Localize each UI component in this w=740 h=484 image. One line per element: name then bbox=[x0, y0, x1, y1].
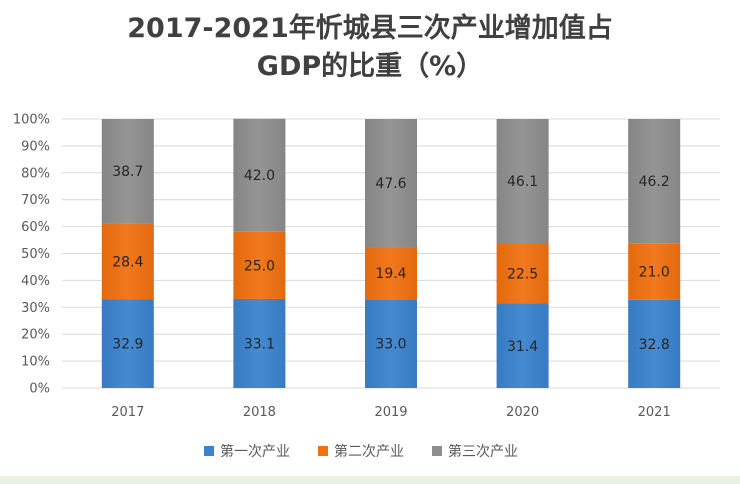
y-tick-label: 60% bbox=[21, 220, 50, 235]
x-tick-label: 2019 bbox=[374, 405, 407, 420]
bar-segment-shade bbox=[365, 247, 417, 300]
legend-label: 第二次产业 bbox=[334, 443, 404, 460]
bar-segment-shade bbox=[365, 299, 417, 388]
bar-segment-shade bbox=[496, 243, 549, 304]
y-tick-label: 70% bbox=[21, 193, 50, 208]
bottom-strip bbox=[0, 476, 740, 484]
data-label: 32.8 bbox=[639, 337, 670, 353]
data-label: 25.0 bbox=[244, 258, 275, 274]
y-tick-label: 100% bbox=[13, 113, 50, 128]
data-label: 22.5 bbox=[507, 266, 538, 282]
bar-segment-shade bbox=[496, 303, 549, 388]
chart-title: 2017-2021年忻城县三次产业增加值占 GDP的比重（%） bbox=[0, 10, 740, 86]
legend-label: 第三次产业 bbox=[448, 443, 518, 460]
y-tick-label: 40% bbox=[21, 274, 50, 289]
bar-segment-shade bbox=[233, 118, 286, 232]
data-label: 19.4 bbox=[375, 266, 406, 282]
bar-segment-shade bbox=[233, 231, 286, 299]
bar-segment-shade bbox=[628, 243, 681, 300]
legend-label: 第一次产业 bbox=[220, 443, 290, 460]
y-tick-label: 50% bbox=[21, 247, 50, 262]
y-tick-label: 10% bbox=[21, 355, 50, 370]
data-label: 33.0 bbox=[375, 337, 406, 353]
bar-segment-shade bbox=[233, 298, 286, 388]
y-tick-label: 30% bbox=[21, 301, 50, 316]
y-tick-label: 20% bbox=[21, 328, 50, 343]
data-label: 46.2 bbox=[639, 174, 670, 190]
data-label: 46.1 bbox=[507, 174, 538, 190]
data-label: 38.7 bbox=[112, 164, 143, 180]
data-label: 33.1 bbox=[244, 336, 275, 352]
data-label: 32.9 bbox=[112, 337, 143, 353]
legend-swatch bbox=[318, 446, 328, 456]
legend-swatch bbox=[204, 446, 214, 456]
x-tick-label: 2018 bbox=[243, 405, 276, 420]
data-label: 47.6 bbox=[375, 176, 406, 192]
x-tick-label: 2020 bbox=[506, 405, 539, 420]
bar-segment-shade bbox=[101, 223, 154, 300]
bar-segment-shade bbox=[365, 119, 417, 248]
y-tick-label: 90% bbox=[21, 139, 50, 154]
chart-title-line-1: 2017-2021年忻城县三次产业增加值占 bbox=[127, 13, 613, 44]
x-tick-label: 2021 bbox=[638, 405, 671, 420]
bar-segment-shade bbox=[496, 119, 549, 244]
data-label: 28.4 bbox=[112, 254, 143, 270]
bar-segment-shade bbox=[101, 299, 154, 388]
legend-swatch bbox=[432, 446, 442, 456]
y-tick-label: 0% bbox=[29, 382, 50, 397]
data-label: 31.4 bbox=[507, 339, 538, 355]
y-tick-label: 80% bbox=[21, 166, 50, 181]
bar-segment-shade bbox=[628, 299, 681, 388]
data-label: 21.0 bbox=[639, 265, 670, 281]
bar-segment-shade bbox=[628, 119, 681, 244]
data-label: 42.0 bbox=[244, 168, 275, 184]
chart-title-line-2: GDP的比重（%） bbox=[256, 51, 484, 82]
x-tick-label: 2017 bbox=[111, 405, 144, 420]
bar-segment-shade bbox=[101, 119, 154, 224]
